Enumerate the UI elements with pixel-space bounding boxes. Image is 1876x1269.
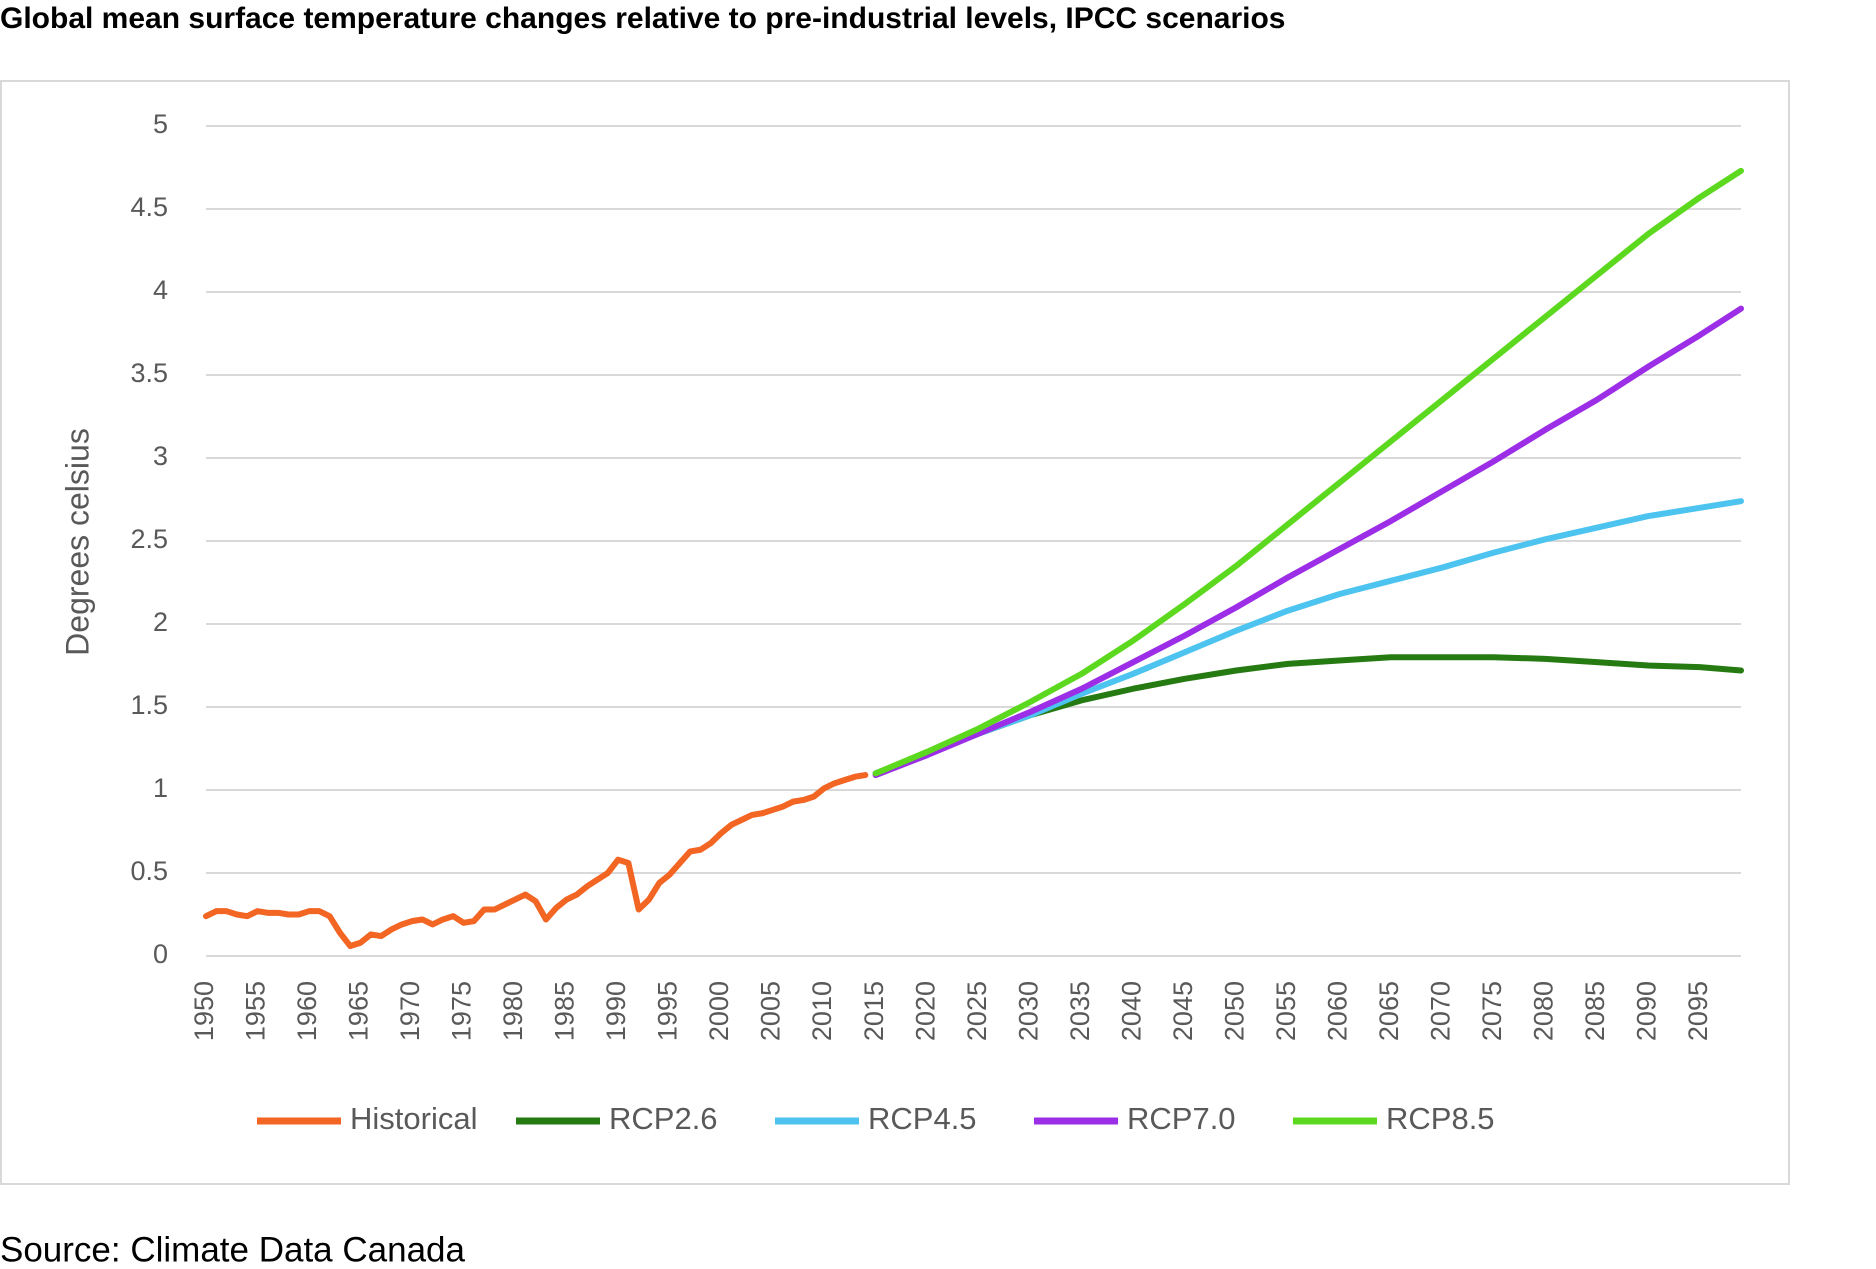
x-tick-label: 2050 bbox=[1219, 981, 1249, 1041]
x-tick-label: 2010 bbox=[807, 981, 837, 1041]
x-tick-label: 1970 bbox=[395, 981, 425, 1041]
legend-label: RCP4.5 bbox=[868, 1101, 977, 1136]
x-tick-label: 1980 bbox=[498, 981, 528, 1041]
y-tick-label: 0 bbox=[153, 939, 168, 969]
y-tick-label: 2 bbox=[153, 607, 168, 637]
x-tick-label: 2065 bbox=[1374, 981, 1404, 1041]
x-tick-label: 2015 bbox=[859, 981, 889, 1041]
x-tick-label: 1990 bbox=[601, 981, 631, 1041]
x-tick-label: 1995 bbox=[653, 981, 683, 1041]
x-tick-label: 2020 bbox=[910, 981, 940, 1041]
series-line bbox=[872, 167, 1744, 777]
source: Source: Climate Data Canada bbox=[0, 1230, 465, 1269]
y-tick-label: 4.5 bbox=[130, 192, 168, 222]
chart-title: Global mean surface temperature changes … bbox=[0, 2, 1285, 35]
y-tick-label: 0.5 bbox=[130, 856, 168, 886]
x-tick-label: 2030 bbox=[1013, 981, 1043, 1041]
y-tick-label: 4 bbox=[153, 275, 168, 305]
x-tick-label: 2040 bbox=[1116, 981, 1146, 1041]
series-line bbox=[872, 305, 1744, 779]
x-tick-label: 2085 bbox=[1580, 981, 1610, 1041]
legend-label: RCP8.5 bbox=[1386, 1101, 1495, 1136]
x-tick-label: 2080 bbox=[1528, 981, 1558, 1041]
x-tick-label: 2055 bbox=[1271, 981, 1301, 1041]
y-tick-label: 5 bbox=[153, 109, 168, 139]
x-tick-label: 2045 bbox=[1168, 981, 1198, 1041]
x-tick-label: 1985 bbox=[550, 981, 580, 1041]
x-tick-label: 1965 bbox=[344, 981, 374, 1041]
x-tick-label: 2005 bbox=[756, 981, 786, 1041]
x-tick-label: 2075 bbox=[1477, 981, 1507, 1041]
y-tick-label: 3 bbox=[153, 441, 168, 471]
chart-frame bbox=[0, 80, 1790, 1185]
y-tick-label: 2.5 bbox=[130, 524, 168, 554]
series-line bbox=[203, 772, 869, 950]
legend-label: RCP2.6 bbox=[609, 1101, 718, 1136]
x-tick-label: 1975 bbox=[447, 981, 477, 1041]
x-tick-label: 1950 bbox=[189, 981, 219, 1041]
x-tick-label: 2070 bbox=[1425, 981, 1455, 1041]
y-axis-label: Degrees celsius bbox=[59, 428, 95, 656]
legend-label: RCP7.0 bbox=[1127, 1101, 1236, 1136]
y-tick-label: 1 bbox=[153, 773, 168, 803]
x-tick-label: 2000 bbox=[704, 981, 734, 1041]
x-tick-label: 1955 bbox=[241, 981, 271, 1041]
y-tick-label: 1.5 bbox=[130, 690, 168, 720]
legend-label: Historical bbox=[350, 1101, 477, 1136]
x-tick-label: 2090 bbox=[1631, 981, 1661, 1041]
y-tick-label: 3.5 bbox=[130, 358, 168, 388]
x-tick-label: 2025 bbox=[962, 981, 992, 1041]
x-tick-label: 2035 bbox=[1065, 981, 1095, 1041]
x-tick-label: 1960 bbox=[292, 981, 322, 1041]
x-tick-label: 2060 bbox=[1322, 981, 1352, 1041]
x-tick-label: 2095 bbox=[1683, 981, 1713, 1041]
